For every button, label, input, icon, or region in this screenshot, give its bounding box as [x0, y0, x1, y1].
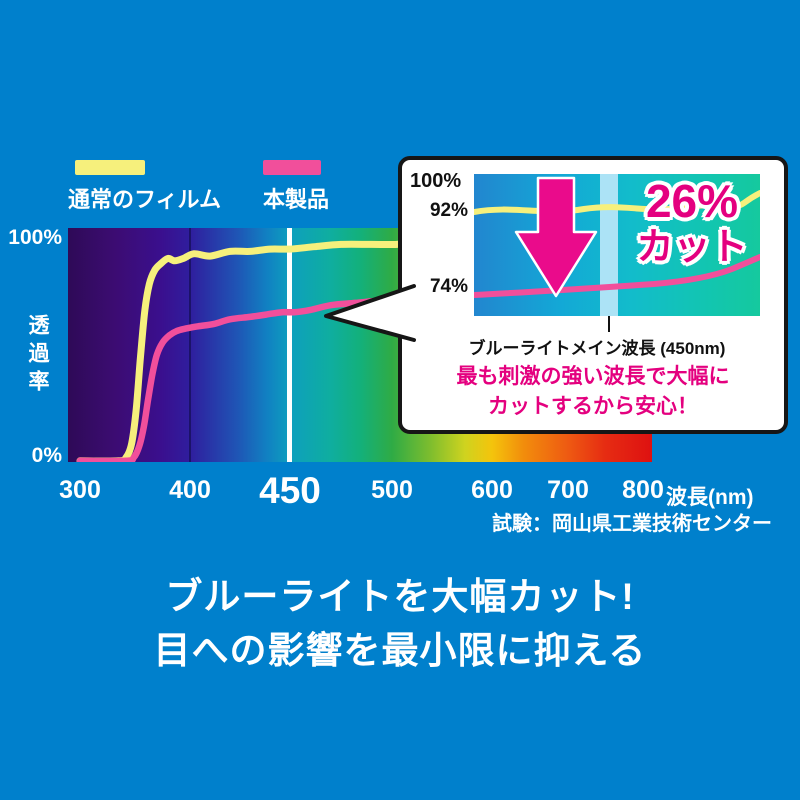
legend-swatch-product — [263, 160, 321, 175]
callout-tail-pointer — [324, 284, 416, 342]
legend-label-product: 本製品 — [263, 187, 330, 212]
cut-percentage-text: 26% カット — [612, 178, 772, 265]
band-pointer-tick — [608, 316, 610, 332]
x-tick-800: 800 — [622, 476, 664, 504]
gridline-400nm — [189, 228, 191, 462]
mini-curve-product — [474, 254, 760, 298]
x-axis-unit: 波長(nm) — [666, 486, 754, 509]
x-tick-500: 500 — [371, 476, 413, 504]
mini-chart-graphics — [474, 176, 760, 298]
headline-line1: ブルーライトを大幅カット! — [165, 576, 635, 617]
callout-caption: ブルーライトメイン波長 (450nm) — [468, 339, 726, 358]
cut-percentage-word: カット — [636, 226, 748, 267]
callout-note-line1: 最も刺激の強い波長で大幅に — [456, 365, 730, 388]
callout-label-100pct: 100% — [410, 170, 462, 192]
callout-label-74pct: 74% — [429, 276, 468, 297]
callout-note-line2: カットするから安心！ — [488, 395, 698, 418]
callout-label-92pct: 92% — [429, 200, 468, 221]
y-axis-title: 透過率 — [26, 314, 49, 398]
legend-label-normal-film: 通常のフィルム — [68, 187, 222, 212]
callout-zoom-450nm: 100% 92% 74% 26% カット ブルーライトメイン波長 (450nm)… — [398, 156, 788, 434]
callout-mini-chart — [474, 174, 760, 316]
cut-down-arrow-icon — [514, 176, 598, 298]
x-tick-300: 300 — [59, 476, 101, 504]
test-lab-note: 試験：岡山県工業技術センター — [492, 513, 772, 535]
headline-line2: 目への影響を最小限に抑える — [153, 630, 647, 671]
x-tick-400: 400 — [169, 476, 211, 504]
cut-percentage-number: 26% — [645, 175, 739, 227]
x-tick-700: 700 — [547, 476, 589, 504]
legend-swatch-normal-film — [75, 160, 145, 175]
y-axis-label-100: 100% — [8, 226, 62, 249]
x-tick-600: 600 — [471, 476, 513, 504]
y-axis-label-0: 0% — [31, 444, 62, 467]
highlight-line-450nm — [287, 228, 292, 462]
x-tick-450: 450 — [259, 470, 321, 511]
